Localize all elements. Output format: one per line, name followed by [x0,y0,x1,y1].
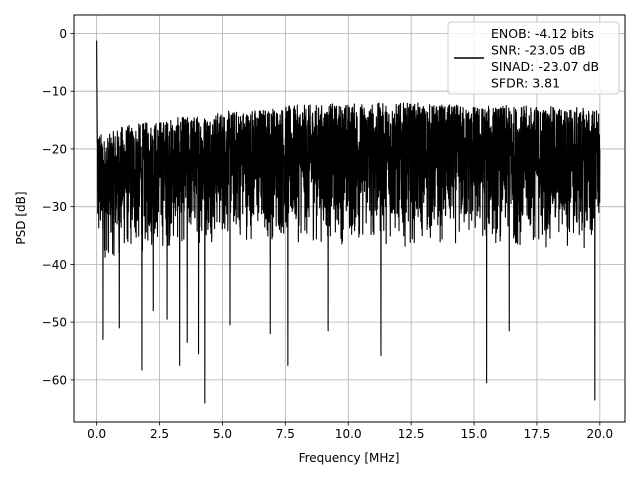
y-tick-label: −10 [42,85,67,99]
y-axis-label: PSD [dB] [14,191,28,244]
legend: ENOB: -4.12 bits SNR: -23.05 dB SINAD: -23… [447,21,620,95]
psd-series-line [96,40,601,404]
x-tick-label: 17.5 [524,427,551,441]
y-tick-label: −50 [42,316,67,330]
legend-label-line: ENOB: -4.12 bits [491,26,594,41]
y-tick-label: 0 [59,27,67,41]
x-tick-label: 0.0 [87,427,106,441]
y-tick-label: −60 [42,373,67,387]
x-tick-label: 12.5 [398,427,425,441]
axes-frame [73,14,626,423]
y-tick-label: −20 [42,142,67,156]
legend-label-line: SNR: -23.05 dB [491,43,586,58]
x-tick-label: 7.5 [276,427,295,441]
x-tick-label: 2.5 [150,427,169,441]
ticks: 0.0 2.5 5.0 7.5 10.0 12.5 15.0 17.5 20.0 0 −10 −20 −… [42,27,614,441]
legend-box [447,21,620,95]
legend-label-line: SINAD: -23.07 dB [491,59,599,74]
x-tick-label: 15.0 [461,427,488,441]
x-tick-label: 20.0 [586,427,613,441]
y-tick-label: −40 [42,258,67,272]
x-axis-label: Frequency [MHz] [299,451,400,465]
x-tick-label: 10.0 [335,427,362,441]
legend-label-line: SFDR: 3.81 [491,76,560,91]
legend-label: ENOB: -4.12 bits SNR: -23.05 dB SINAD: -23… [491,26,599,91]
y-tick-label: −30 [42,200,67,214]
x-tick-label: 5.0 [213,427,232,441]
plot-area [96,40,601,404]
